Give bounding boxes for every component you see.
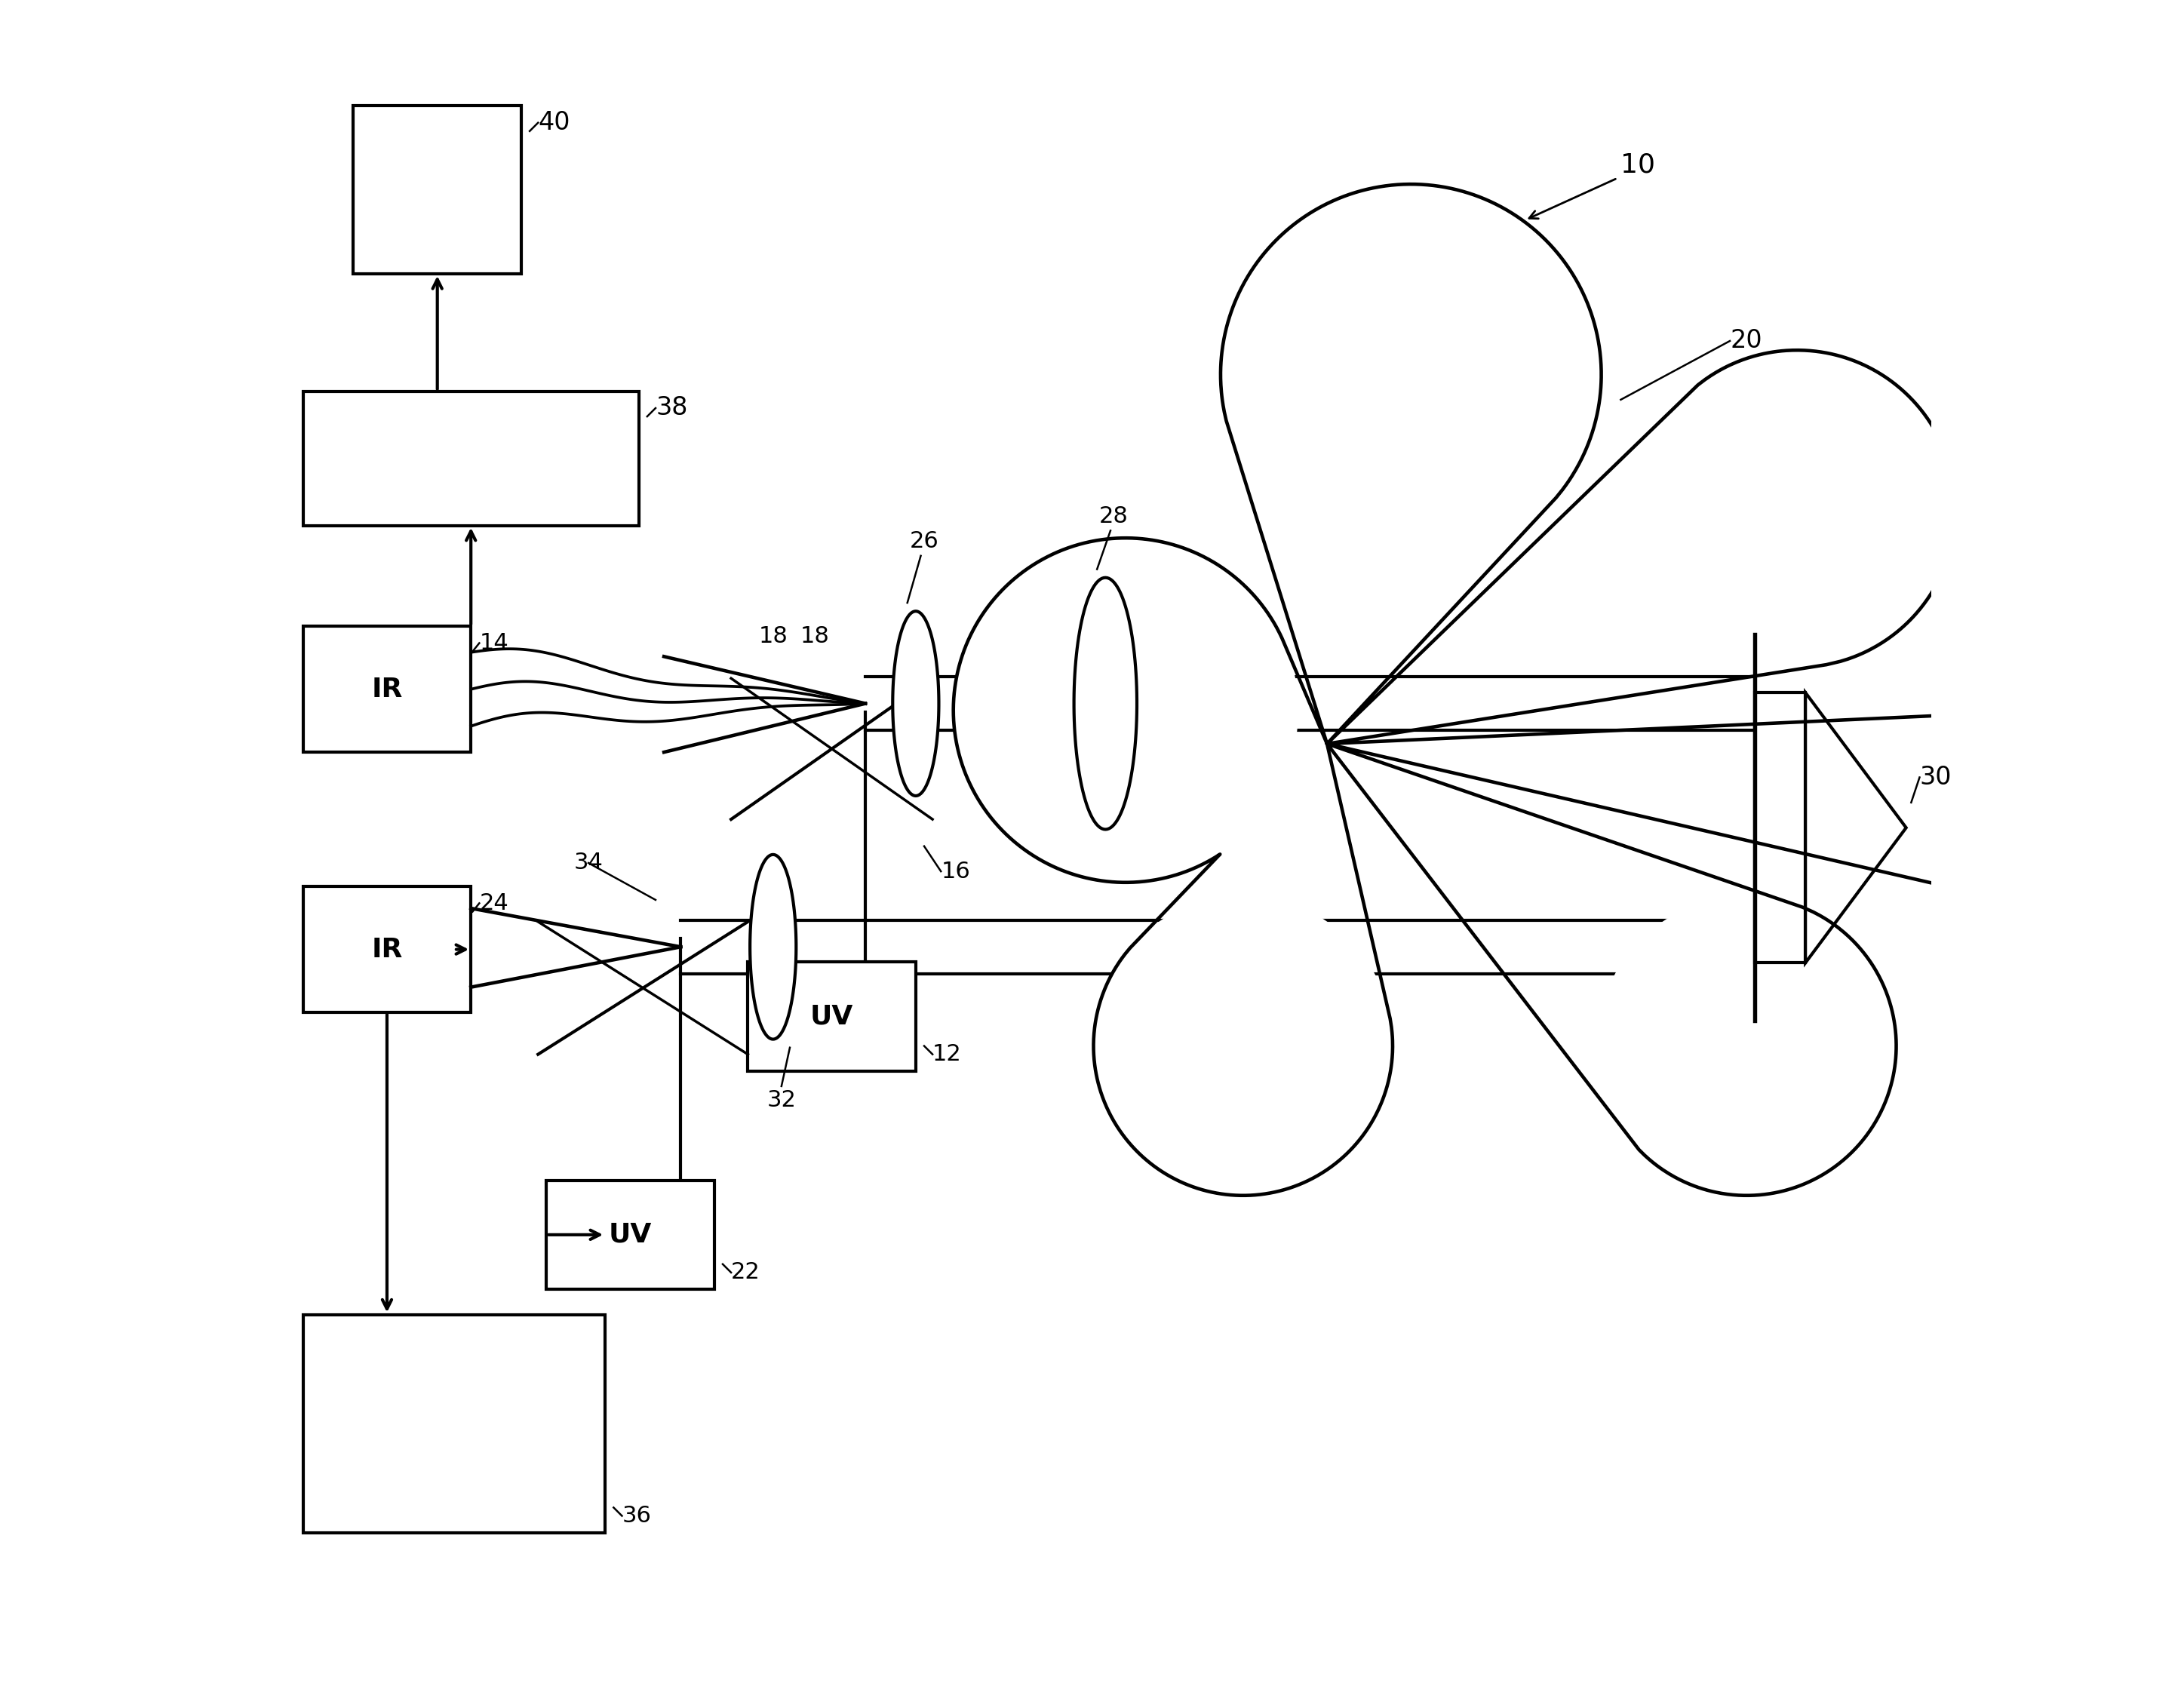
Text: 30: 30: [1920, 765, 1952, 790]
Circle shape: [954, 539, 1297, 882]
Text: 34: 34: [574, 851, 603, 873]
Text: UV: UV: [810, 1003, 854, 1029]
Text: IR: IR: [371, 676, 402, 703]
Text: 36: 36: [622, 1505, 651, 1527]
Polygon shape: [1806, 692, 1907, 963]
Text: 16: 16: [941, 860, 970, 882]
Text: 22: 22: [732, 1262, 760, 1284]
Text: 38: 38: [655, 395, 688, 421]
Circle shape: [1094, 897, 1393, 1196]
Polygon shape: [1075, 578, 1138, 829]
Text: 40: 40: [537, 110, 570, 135]
Text: 24: 24: [478, 892, 509, 914]
Polygon shape: [749, 855, 797, 1039]
Bar: [304, 627, 472, 752]
Bar: [354, 106, 522, 274]
Polygon shape: [893, 611, 939, 796]
Text: UV: UV: [609, 1221, 653, 1248]
Text: IR: IR: [371, 937, 402, 963]
Bar: [1756, 692, 1806, 963]
Text: 18: 18: [799, 625, 830, 647]
Bar: [304, 392, 638, 525]
Text: 10: 10: [1621, 152, 1655, 177]
Text: 20: 20: [1730, 328, 1762, 353]
Bar: [304, 1314, 605, 1532]
Circle shape: [1638, 350, 1955, 667]
Bar: [747, 963, 915, 1071]
Circle shape: [1221, 184, 1601, 564]
Bar: [546, 1181, 714, 1289]
Bar: [304, 887, 472, 1012]
Text: 28: 28: [1099, 505, 1129, 527]
Text: 12: 12: [933, 1044, 961, 1066]
Text: 18: 18: [758, 625, 788, 647]
Circle shape: [2123, 701, 2184, 954]
Text: 26: 26: [909, 530, 939, 552]
Text: 14: 14: [478, 632, 509, 654]
Circle shape: [1597, 897, 1896, 1196]
Text: 32: 32: [767, 1089, 797, 1111]
